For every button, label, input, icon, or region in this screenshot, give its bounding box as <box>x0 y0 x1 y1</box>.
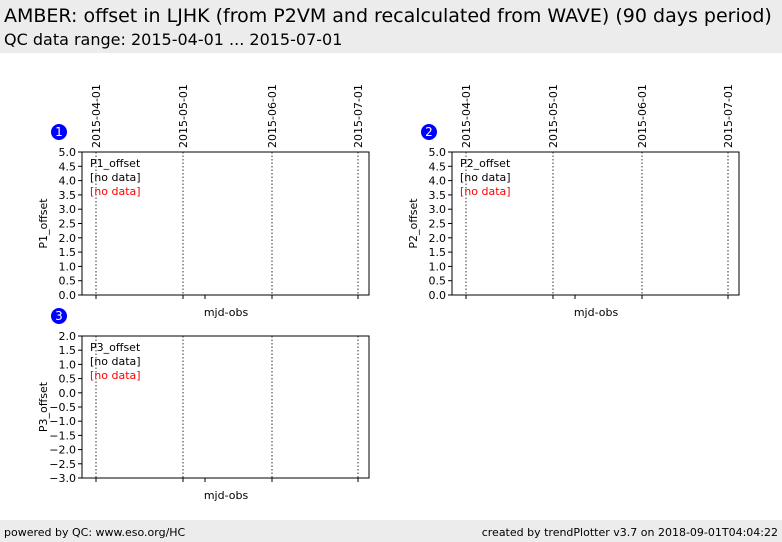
date-label: 2015-05-01 <box>177 84 190 148</box>
y-tick-label: 3.0 <box>429 203 447 216</box>
y-tick-label: 2.0 <box>59 232 77 245</box>
y-tick-label: 1.5 <box>59 344 77 357</box>
panel-badge-label: 1 <box>55 125 63 139</box>
page-header: AMBER: offset in LJHK (from P2VM and rec… <box>0 0 782 53</box>
chart-panel-2: 2 0.00.5 1.01.52.02.5 3.03.54.0 4.55.0 2015-0… <box>407 84 740 319</box>
panel-badge-label: 2 <box>425 125 433 139</box>
y-tick-label: −1.5 <box>49 429 76 442</box>
legend-no-data: [no data] <box>460 171 511 184</box>
footer-credit: powered by QC: www.eso.org/HC <box>4 526 186 539</box>
legend-no-data: [no data] <box>90 369 141 382</box>
y-tick-label: 1.0 <box>429 260 447 273</box>
page-footer: powered by QC: www.eso.org/HC created by… <box>0 520 782 542</box>
y-tick-label: 1.0 <box>59 358 77 371</box>
footer-generator: created by trendPlotter v3.7 on 2018-09-… <box>481 526 778 539</box>
y-tick-label: 3.0 <box>59 203 77 216</box>
legend-no-data: [no data] <box>90 355 141 368</box>
legend-series-name: P1_offset <box>90 157 141 170</box>
y-axis-label: P2_offset <box>407 198 420 249</box>
y-tick-label: 4.5 <box>429 160 447 173</box>
chart-panel-1: 1 0.00.5 1.01.52.02.5 3.03.54.0 4.55.0 2015-0… <box>37 84 370 319</box>
y-tick-label: 0.5 <box>59 275 77 288</box>
y-tick-label: −1.0 <box>49 415 76 428</box>
y-tick-label: 2.5 <box>59 218 77 231</box>
y-tick-label: −0.5 <box>49 401 76 414</box>
y-axis-label: P3_offset <box>37 381 50 432</box>
y-tick-label: 0.0 <box>429 289 447 302</box>
y-tick-label: 5.0 <box>429 146 447 159</box>
date-label: 2015-06-01 <box>266 84 279 148</box>
y-tick-label: 1.5 <box>59 246 77 259</box>
date-label: 2015-04-01 <box>460 84 473 148</box>
y-tick-label: 4.0 <box>429 175 447 188</box>
x-axis-label: mjd-obs <box>204 306 249 319</box>
y-tick-label: −2.5 <box>49 458 76 471</box>
date-label: 2015-06-01 <box>636 84 649 148</box>
date-label: 2015-07-01 <box>722 84 735 148</box>
y-tick-label: 0.0 <box>59 289 77 302</box>
y-tick-label: 3.5 <box>429 189 447 202</box>
panel-badge <box>421 124 437 140</box>
panel-badge <box>51 124 67 140</box>
y-tick-label: −3.0 <box>49 472 76 485</box>
page-subtitle: QC data range: 2015-04-01 ... 2015-07-01 <box>4 30 343 49</box>
plot-frame <box>81 335 370 479</box>
y-axis-label: P1_offset <box>37 198 50 249</box>
y-tick-label: 0.0 <box>59 387 77 400</box>
y-tick-label: 2.0 <box>59 330 77 343</box>
y-tick-label: −2.0 <box>49 444 76 457</box>
date-label: 2015-07-01 <box>352 84 365 148</box>
date-label: 2015-05-01 <box>547 84 560 148</box>
legend-no-data: [no data] <box>460 185 511 198</box>
legend-no-data: [no data] <box>90 185 141 198</box>
chart-panel-3: 3 −3.0−2.5−2.0 −1.5−1.0−0.50.00.5 1.01.52.0… <box>37 308 370 502</box>
x-axis-label: mjd-obs <box>574 306 619 319</box>
y-tick-label: 4.0 <box>59 175 77 188</box>
page-title: AMBER: offset in LJHK (from P2VM and rec… <box>4 5 772 27</box>
y-tick-label: 2.5 <box>429 218 447 231</box>
y-tick-label: 3.5 <box>59 189 77 202</box>
y-tick-label: 1.0 <box>59 260 77 273</box>
plot-frame <box>451 151 740 296</box>
date-label: 2015-04-01 <box>90 84 103 148</box>
y-tick-label: 2.0 <box>429 232 447 245</box>
legend-series-name: P2_offset <box>460 157 511 170</box>
x-axis-label: mjd-obs <box>204 489 249 502</box>
panel-badge-label: 3 <box>55 309 63 323</box>
y-tick-label: 5.0 <box>59 146 77 159</box>
panel-badge <box>51 308 67 324</box>
legend-no-data: [no data] <box>90 171 141 184</box>
y-tick-label: 0.5 <box>429 275 447 288</box>
plot-frame <box>81 151 370 296</box>
y-tick-label: 1.5 <box>429 246 447 259</box>
y-tick-label: 4.5 <box>59 160 77 173</box>
legend-series-name: P3_offset <box>90 341 141 354</box>
y-tick-label: 0.5 <box>59 373 77 386</box>
